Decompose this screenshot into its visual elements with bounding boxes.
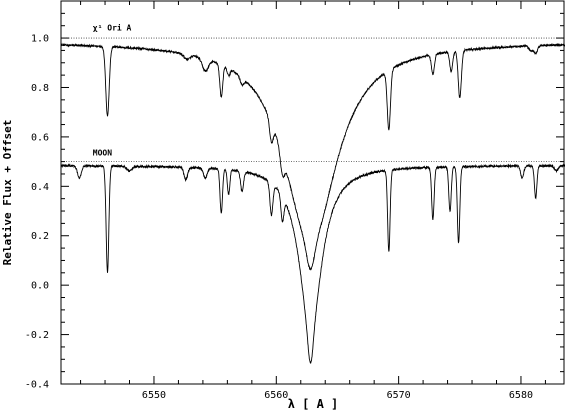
y-tick-label: 0.4: [31, 182, 49, 193]
y-tick-label: 0.2: [31, 231, 49, 242]
series-annotation: MOON: [93, 148, 112, 157]
spectrum-line: [60, 42, 565, 271]
y-tick-label: -0.2: [25, 330, 49, 341]
y-tick-label: 0.0: [31, 281, 49, 292]
x-tick-label: 6570: [387, 390, 411, 401]
y-axis-label: Relative Flux + Offset: [1, 120, 14, 266]
reference-lines: [61, 37, 564, 163]
y-tick-label: 0.8: [31, 83, 49, 94]
annotation-layer: χ¹ Ori A MOON: [93, 23, 132, 158]
x-tick-label: 6580: [509, 390, 533, 401]
y-tick-label: 0.6: [31, 132, 49, 143]
x-axis-label: λ [ A ]: [288, 397, 339, 411]
series-layer: [60, 42, 565, 364]
y-axis-ticks: -0.4 -0.2 0.0 0.2 0.4 0.6 0.8 1.0: [25, 12, 564, 391]
plot-frame: [60, 0, 565, 385]
x-axis-ticks: 6550 6560 6570 6580: [80, 1, 546, 401]
y-tick-label: 1.0: [31, 34, 49, 45]
x-tick-label: 6550: [142, 390, 166, 401]
series-annotation: χ¹ Ori A: [93, 23, 132, 33]
spectrum-line: [60, 163, 565, 364]
x-tick-label: 6560: [264, 390, 288, 401]
y-tick-label: -0.4: [25, 380, 49, 391]
